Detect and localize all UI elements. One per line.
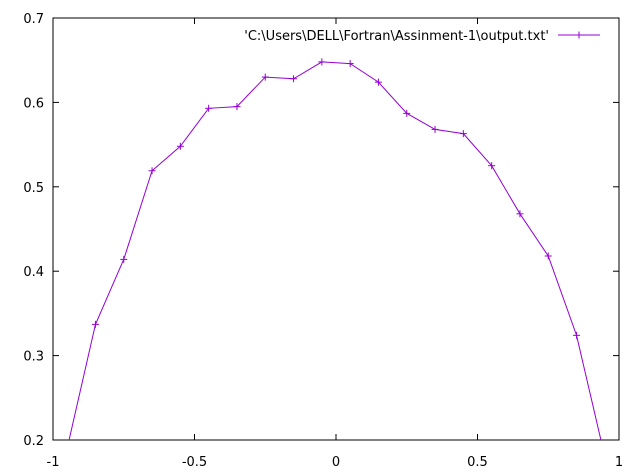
legend-marker: [575, 31, 583, 39]
y-tick-label: 0.4: [23, 265, 44, 280]
data-point: [261, 73, 269, 81]
data-point: [544, 252, 552, 260]
data-point: [176, 142, 184, 150]
data-point: [431, 125, 439, 133]
x-tick-label: 0: [332, 455, 340, 470]
legend-label: 'C:\Users\DELL\Fortran\Assinment-1\outpu…: [244, 29, 549, 44]
data-point: [120, 255, 128, 263]
data-point: [516, 210, 524, 218]
x-tick-label: 1: [615, 455, 623, 470]
data-point: [488, 162, 496, 170]
data-point: [573, 331, 581, 339]
data-point: [318, 58, 326, 66]
data-point: [148, 167, 156, 175]
x-tick-label: -1: [47, 455, 60, 470]
legend: 'C:\Users\DELL\Fortran\Assinment-1\outpu…: [244, 29, 600, 44]
y-tick-label: 0.7: [23, 12, 44, 27]
data-point: [290, 75, 298, 83]
series-layer: [64, 58, 608, 460]
data-point: [601, 453, 608, 460]
y-tick-label: 0.2: [23, 434, 44, 449]
x-tick-label: -0.5: [182, 455, 207, 470]
data-point: [403, 109, 411, 117]
y-tick-label: 0.5: [23, 181, 44, 196]
y-tick-label: 0.6: [23, 96, 44, 111]
y-tick-label: 0.3: [23, 350, 44, 365]
data-point: [64, 445, 71, 452]
series-group: [64, 58, 608, 460]
data-point: [374, 78, 382, 86]
data-point: [459, 130, 467, 138]
axis-ticks: -1 -0.5 0 0.5 1 0.2 0.3 0.4 0.5 0.6 0.7: [23, 12, 623, 470]
plot-frame: [52, 17, 620, 441]
data-point: [233, 103, 241, 111]
data-point: [346, 60, 354, 68]
series-line: [68, 61, 602, 440]
x-tick-label: 0.5: [467, 455, 488, 470]
data-point: [91, 320, 99, 328]
data-point: [205, 104, 213, 112]
